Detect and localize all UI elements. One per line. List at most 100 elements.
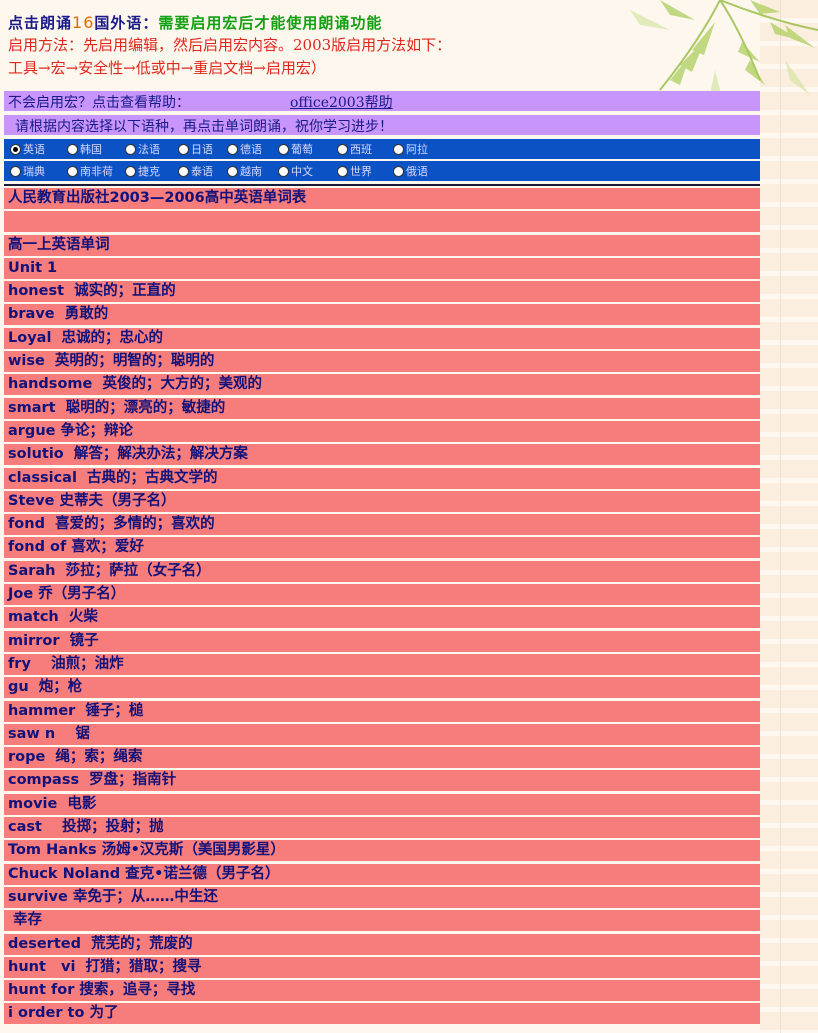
language-option[interactable]: 捷克 xyxy=(125,163,172,179)
radio-button[interactable] xyxy=(227,143,238,155)
vocabulary-row[interactable]: fond 喜爱的；多情的；喜欢的 xyxy=(4,514,760,536)
vocabulary-row[interactable]: i order to 为了 xyxy=(4,1003,760,1025)
vocabulary-row[interactable]: 幸存 xyxy=(4,910,760,932)
language-option[interactable]: 葡萄 xyxy=(278,141,325,157)
language-option[interactable]: 中文 xyxy=(278,163,325,179)
radio-button[interactable] xyxy=(125,165,136,177)
radio-button[interactable] xyxy=(178,165,189,177)
radio-button[interactable] xyxy=(10,143,21,155)
language-option[interactable]: 德语 xyxy=(227,141,274,157)
language-label: 泰语 xyxy=(191,165,213,178)
language-option[interactable]: 世界 xyxy=(337,163,384,179)
info-bar: 请根据内容选择以下语种，再点击单词朗诵，祝你学习进步！ xyxy=(4,115,760,135)
vocabulary-row[interactable]: 人民教育出版社2003—2006高中英语单词表 xyxy=(4,188,760,209)
vocabulary-row[interactable]: Sarah 莎拉；萨拉（女子名） xyxy=(4,560,760,582)
vocabulary-row[interactable] xyxy=(4,211,760,233)
vocabulary-row[interactable]: mirror 镜子 xyxy=(4,630,760,652)
vocabulary-row[interactable]: survive 幸免于；从……中生还 xyxy=(4,886,760,908)
palm-leaf-decoration xyxy=(630,0,818,110)
language-count: 16 xyxy=(72,13,95,32)
macro-warning: 需要启用宏后才能使用朗诵功能 xyxy=(158,14,383,32)
header-line-1: 点击朗诵16国外语：需要启用宏后才能使用朗诵功能 xyxy=(8,12,708,34)
vocabulary-row[interactable]: hunt vi 打猎；猎取；搜寻 xyxy=(4,956,760,978)
vocabulary-row[interactable]: solutio 解答；解决办法；解决方案 xyxy=(4,444,760,466)
vocabulary-row[interactable]: compass 罗盘；指南针 xyxy=(4,770,760,792)
language-option[interactable]: 日语 xyxy=(178,141,225,157)
vocabulary-row[interactable]: honest 诚实的；正直的 xyxy=(4,281,760,303)
vocabulary-row[interactable]: argue 争论；辩论 xyxy=(4,420,760,442)
language-option[interactable]: 俄语 xyxy=(393,163,440,179)
vocabulary-row[interactable]: 高一上英语单词 xyxy=(4,234,760,256)
vocabulary-row[interactable]: Unit 1 xyxy=(4,257,760,279)
language-radio-row-2: 瑞典 南非荷 捷克 泰语 越南 中文 世界 俄语 xyxy=(4,161,760,181)
vocabulary-row[interactable]: movie 电影 xyxy=(4,793,760,815)
vocabulary-row[interactable]: wise 英明的；明智的；聪明的 xyxy=(4,351,760,373)
vocabulary-row[interactable]: fry 油煎；油炸 xyxy=(4,653,760,675)
language-option[interactable]: 南非荷 xyxy=(67,163,114,179)
radio-button[interactable] xyxy=(393,143,404,155)
radio-button[interactable] xyxy=(10,165,21,177)
divider xyxy=(4,184,760,186)
recite-link[interactable]: 点击朗诵 xyxy=(8,14,73,32)
vocabulary-row[interactable]: gu 炮；枪 xyxy=(4,677,760,699)
language-option[interactable]: 瑞典 xyxy=(10,163,57,179)
help-prompt: 不会启用宏？点击查看帮助： xyxy=(8,95,190,111)
language-label: 中文 xyxy=(291,165,313,178)
vocabulary-row[interactable]: Steve 史蒂夫（男子名） xyxy=(4,490,760,512)
language-label: 捷克 xyxy=(138,165,160,178)
language-option[interactable]: 韩国 xyxy=(67,141,114,157)
language-label: 法语 xyxy=(138,143,160,156)
vocabulary-table: 人民教育出版社2003—2006高中英语单词表 高一上英语单词 Unit 1 hone… xyxy=(4,188,760,1027)
office2003-help-link[interactable]: office2003帮助 xyxy=(290,95,393,111)
vocabulary-row[interactable]: hammer 锤子；槌 xyxy=(4,700,760,722)
vocabulary-row[interactable]: smart 聪明的；漂亮的；敏捷的 xyxy=(4,397,760,419)
language-instruction: 请根据内容选择以下语种，再点击单词朗诵，祝你学习进步！ xyxy=(15,119,393,135)
help-bar: 不会启用宏？点击查看帮助： office2003帮助 xyxy=(4,91,760,111)
language-option[interactable]: 西班 xyxy=(337,141,384,157)
language-option[interactable]: 泰语 xyxy=(178,163,225,179)
vocabulary-row[interactable]: rope 绳；索；绳索 xyxy=(4,747,760,769)
radio-button[interactable] xyxy=(278,143,289,155)
radio-button[interactable] xyxy=(178,143,189,155)
enable-steps-text: 工具→宏→安全性→低或中→重启文档→启用宏） xyxy=(8,59,326,77)
vocabulary-row[interactable]: match 火柴 xyxy=(4,607,760,629)
language-option[interactable]: 越南 xyxy=(227,163,274,179)
radio-button[interactable] xyxy=(337,143,348,155)
radio-button[interactable] xyxy=(393,165,404,177)
radio-button[interactable] xyxy=(125,143,136,155)
vocabulary-row[interactable]: handsome 英俊的；大方的；美观的 xyxy=(4,374,760,396)
radio-button[interactable] xyxy=(337,165,348,177)
vocabulary-row[interactable]: brave 勇敢的 xyxy=(4,304,760,326)
vocabulary-row[interactable]: cast 投掷；投射；抛 xyxy=(4,817,760,839)
language-label: 越南 xyxy=(240,165,262,178)
background-column-line xyxy=(780,0,781,1033)
radio-button[interactable] xyxy=(67,165,78,177)
vocabulary-row[interactable]: hunt for 搜索，追寻；寻找 xyxy=(4,980,760,1002)
radio-button[interactable] xyxy=(227,165,238,177)
vocabulary-row[interactable]: Chuck Noland 查克•诺兰德（男子名） xyxy=(4,863,760,885)
language-option[interactable]: 阿拉 xyxy=(393,141,440,157)
vocabulary-row[interactable]: fond of 喜欢；爱好 xyxy=(4,537,760,559)
language-label: 英语 xyxy=(23,143,45,156)
vocabulary-row[interactable]: Joe 乔（男子名） xyxy=(4,584,760,606)
vocabulary-row[interactable]: deserted 荒芜的；荒废的 xyxy=(4,933,760,955)
language-radio-row-1: 英语 韩国 法语 日语 德语 葡萄 西班 阿拉 xyxy=(4,139,760,159)
language-label: 俄语 xyxy=(406,165,428,178)
header-languages: 国外语： xyxy=(94,14,159,32)
language-label: 世界 xyxy=(350,165,372,178)
language-option[interactable]: 英语 xyxy=(10,141,57,157)
radio-button[interactable] xyxy=(67,143,78,155)
vocabulary-row[interactable]: saw n 锯 xyxy=(4,723,760,745)
language-label: 西班 xyxy=(350,143,372,156)
radio-button[interactable] xyxy=(278,165,289,177)
vocabulary-row[interactable]: Loyal 忠诚的；忠心的 xyxy=(4,327,760,349)
background-stripes xyxy=(760,0,818,1033)
language-label: 韩国 xyxy=(80,143,102,156)
vocabulary-row[interactable]: Tom Hanks 汤姆•汉克斯（美国男影星） xyxy=(4,840,760,862)
language-option[interactable]: 法语 xyxy=(125,141,172,157)
language-label: 瑞典 xyxy=(23,165,45,178)
language-label: 阿拉 xyxy=(406,143,428,156)
vocabulary-row[interactable]: classical 古典的；古典文学的 xyxy=(4,467,760,489)
language-label: 南非荷 xyxy=(80,165,113,178)
language-label: 葡萄 xyxy=(291,143,313,156)
